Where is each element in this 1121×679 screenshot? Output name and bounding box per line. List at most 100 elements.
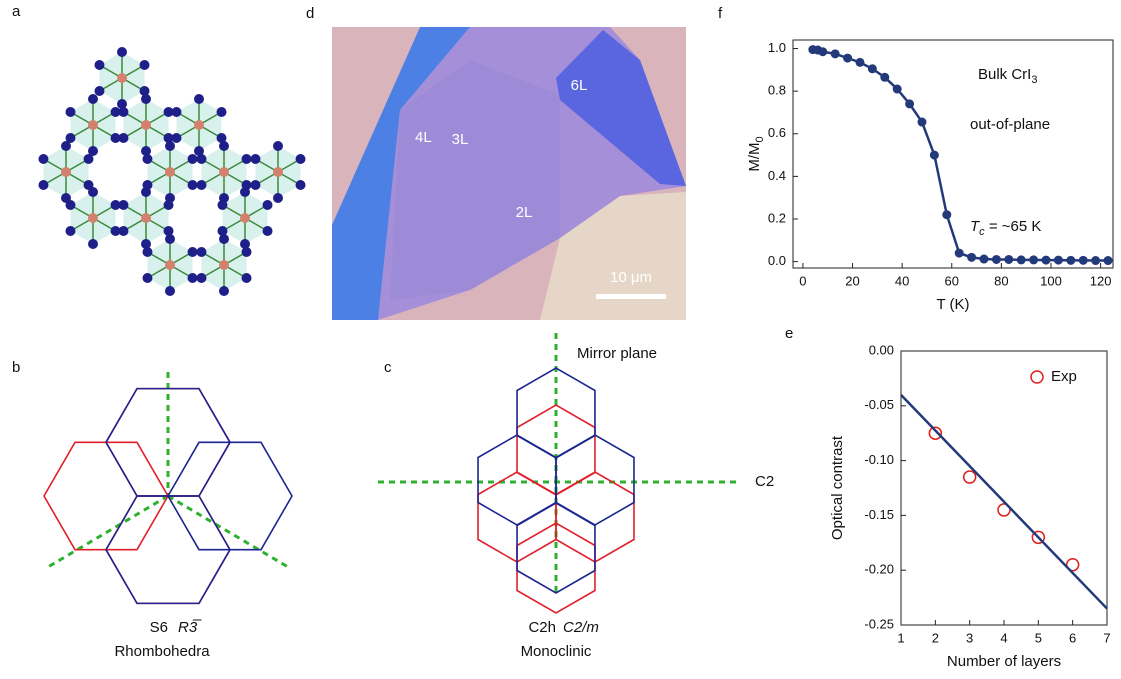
y-axis-label-sub: 0 (754, 136, 766, 142)
lattice-name: Monoclinic (521, 643, 592, 660)
y-tick-label: 0.0 (768, 253, 786, 268)
y-tick-label: 0.00 (869, 342, 894, 357)
iodine-atom (219, 234, 229, 244)
iodine-atom (188, 273, 198, 283)
mirror-label: Mirror plane (577, 345, 657, 362)
iodine-atom (65, 200, 75, 210)
iodine-atom (296, 154, 306, 164)
chromium-atom (273, 167, 283, 177)
data-point (964, 471, 976, 483)
iodine-atom (242, 154, 252, 164)
panel-label: d (306, 5, 314, 22)
x-tick-label: 100 (1040, 273, 1062, 288)
x-tick-label: 1 (897, 630, 904, 645)
iodine-atom (38, 180, 48, 190)
data-point (955, 249, 963, 257)
data-point (844, 54, 852, 62)
plot-frame (901, 351, 1107, 625)
iodine-atom (188, 180, 198, 190)
iodine-atom (250, 154, 260, 164)
iodine-atom (273, 141, 283, 151)
data-point (906, 100, 914, 108)
data-point (1017, 256, 1025, 264)
x-tick-label: 3 (966, 630, 973, 645)
x-tick-label: 2 (932, 630, 939, 645)
iodine-atom (196, 180, 206, 190)
x-tick-label: 0 (799, 273, 806, 288)
data-point (1030, 256, 1038, 264)
data-point (893, 85, 901, 93)
iodine-atom (88, 187, 98, 197)
series-line (813, 50, 1108, 261)
x-tick-label: 4 (1000, 630, 1007, 645)
iodine-atom (217, 200, 227, 210)
data-point (968, 253, 976, 261)
iodine-atom (240, 187, 250, 197)
chromium-atom (219, 167, 229, 177)
iodine-atom (263, 226, 273, 236)
point-group: C2h (528, 619, 556, 636)
iodine-atom (88, 94, 98, 104)
iodine-atom (141, 94, 151, 104)
iodine-atom (263, 200, 273, 210)
layer-label: 3L (452, 131, 469, 148)
y-tick-label: 0.8 (768, 83, 786, 98)
chromium-atom (240, 213, 250, 223)
data-point (856, 58, 864, 66)
iodine-atom (250, 180, 260, 190)
data-point (992, 255, 1000, 263)
iodine-atom (165, 286, 175, 296)
y-axis-label-text: M/M (746, 142, 763, 171)
annotation: out-of-plane (970, 116, 1050, 133)
y-axis-label: M/M0 (746, 136, 766, 171)
iodine-atom (171, 107, 181, 117)
iodine-atom (61, 141, 71, 151)
iodine-atom (217, 107, 227, 117)
panel-label: c (384, 359, 392, 376)
iodine-atom (118, 133, 128, 143)
iodine-atom (164, 200, 174, 210)
data-point (943, 211, 951, 219)
annotation-sub: 3 (1031, 74, 1037, 86)
legend-label: Exp (1051, 368, 1077, 385)
iodine-atom (196, 273, 206, 283)
iodine-atom (188, 154, 198, 164)
iodine-atom (38, 154, 48, 164)
layer-label: 4L (415, 129, 432, 146)
y-tick-label: 0.6 (768, 125, 786, 140)
annotation-text: Bulk CrI (978, 66, 1031, 83)
data-point (819, 48, 827, 56)
iodine-atom (141, 187, 151, 197)
x-tick-label: 120 (1090, 273, 1112, 288)
data-point (930, 151, 938, 159)
iodine-atom (142, 154, 152, 164)
y-axis-label: Optical contrast (829, 435, 846, 540)
iodine-atom (171, 133, 181, 143)
iodine-atom (188, 247, 198, 257)
legend-marker (1031, 371, 1043, 383)
crystal-lattice (38, 47, 305, 296)
iodine-atom (196, 154, 206, 164)
point-group: S6 (150, 619, 168, 636)
annotation-text: out-of-plane (970, 116, 1050, 133)
layer-label: 6L (571, 77, 588, 94)
iodine-atom (165, 141, 175, 151)
iodine-atom (273, 193, 283, 203)
iodine-atom (94, 60, 104, 70)
data-point (1054, 256, 1062, 264)
chromium-atom (165, 167, 175, 177)
series-line (901, 395, 1107, 609)
data-point (1042, 256, 1050, 264)
y-tick-label: -0.25 (864, 616, 894, 631)
annotation: Tc = ~65 K (970, 218, 1041, 238)
iodine-atom (219, 286, 229, 296)
y-tick-label: -0.05 (864, 397, 894, 412)
annotation: Bulk CrI3 (978, 66, 1037, 86)
y-tick-label: -0.15 (864, 507, 894, 522)
chromium-atom (61, 167, 71, 177)
y-tick-label: -0.20 (864, 562, 894, 577)
iodine-atom (142, 247, 152, 257)
iodine-atom (219, 141, 229, 151)
annotation-text: = ~65 K (985, 218, 1042, 235)
